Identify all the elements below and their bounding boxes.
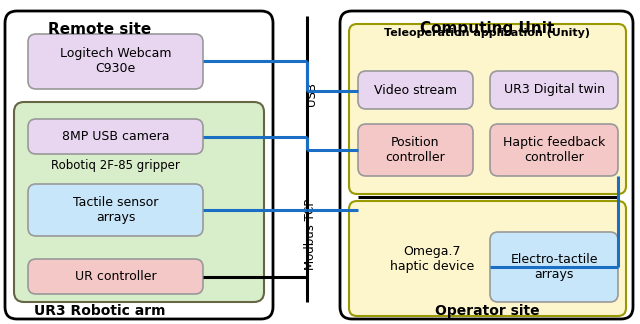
Text: Haptic feedback
controller: Haptic feedback controller — [503, 136, 605, 164]
Text: Robotiq 2F-85 gripper: Robotiq 2F-85 gripper — [51, 158, 179, 171]
Text: USB: USB — [305, 82, 317, 106]
FancyBboxPatch shape — [490, 124, 618, 176]
FancyBboxPatch shape — [28, 34, 203, 89]
Text: Remote site: Remote site — [49, 21, 152, 37]
Text: Electro-tactile
arrays: Electro-tactile arrays — [510, 253, 598, 281]
FancyBboxPatch shape — [340, 11, 633, 319]
FancyBboxPatch shape — [5, 11, 273, 319]
Text: Modbus TCP: Modbus TCP — [305, 198, 317, 270]
FancyBboxPatch shape — [490, 71, 618, 109]
FancyBboxPatch shape — [358, 124, 473, 176]
FancyBboxPatch shape — [349, 24, 626, 194]
Text: Computing Unit: Computing Unit — [420, 21, 554, 37]
Text: Operator site: Operator site — [435, 304, 540, 318]
FancyBboxPatch shape — [349, 201, 626, 316]
Text: UR controller: UR controller — [75, 270, 156, 283]
Text: Position
controller: Position controller — [386, 136, 445, 164]
Text: Teleoperation application (Unity): Teleoperation application (Unity) — [384, 28, 590, 38]
FancyBboxPatch shape — [490, 232, 618, 302]
FancyBboxPatch shape — [28, 184, 203, 236]
FancyBboxPatch shape — [14, 102, 264, 302]
Text: Tactile sensor
arrays: Tactile sensor arrays — [73, 196, 158, 224]
FancyBboxPatch shape — [358, 71, 473, 109]
Text: Omega.7
haptic device: Omega.7 haptic device — [390, 245, 474, 273]
Text: UR3 Robotic arm: UR3 Robotic arm — [35, 304, 166, 318]
Text: Video stream: Video stream — [374, 84, 457, 97]
Text: 8MP USB camera: 8MP USB camera — [61, 130, 169, 143]
Text: UR3 Digital twin: UR3 Digital twin — [504, 84, 605, 97]
FancyBboxPatch shape — [28, 119, 203, 154]
Text: Logitech Webcam
C930e: Logitech Webcam C930e — [60, 48, 172, 75]
FancyBboxPatch shape — [28, 259, 203, 294]
